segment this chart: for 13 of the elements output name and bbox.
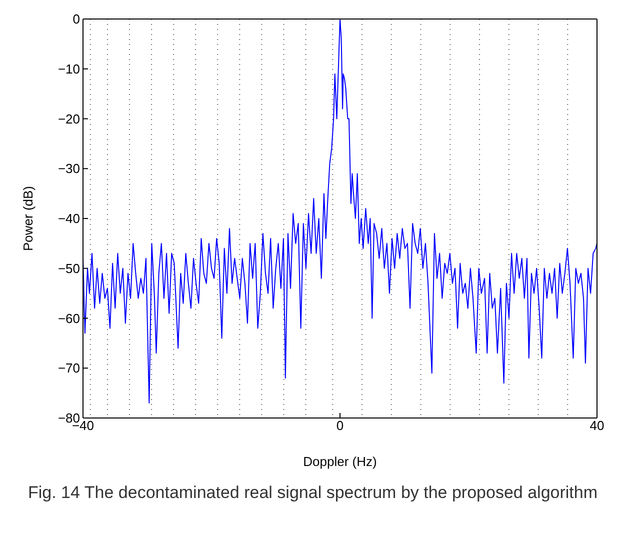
caption: Fig. 14 The decontaminated real signal spectrum by the proposed algorithm	[27, 482, 599, 504]
y-tick-label: −50	[58, 260, 80, 276]
x-tick-label: 0	[336, 418, 344, 434]
x-tick-label: 40	[590, 418, 604, 434]
y-tick-label: −70	[58, 360, 80, 376]
y-tick-label: −20	[58, 111, 80, 126]
y-tick-label: −30	[58, 161, 80, 176]
y-tick-label: −60	[58, 310, 80, 326]
y-tick-label: −10	[58, 61, 80, 76]
y-tick-label: 0	[72, 12, 80, 27]
x-axis-title: Doppler (Hz)	[303, 454, 377, 469]
y-tick-label: −40	[58, 211, 80, 226]
y-axis-title: Power (dB)	[20, 186, 36, 252]
